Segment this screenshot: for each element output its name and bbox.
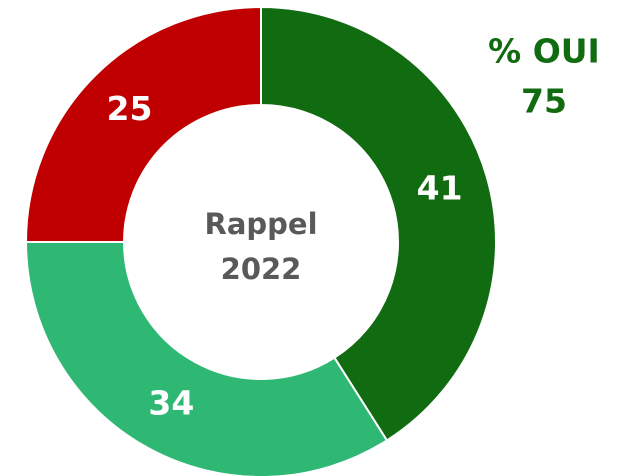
donut-segment xyxy=(260,5,497,442)
center-label: 2022 xyxy=(221,252,302,286)
annotation-value: 75 xyxy=(521,82,567,121)
data-label: 34 xyxy=(148,383,194,422)
data-label: 41 xyxy=(417,169,463,208)
donut-segment xyxy=(24,241,389,476)
donut-segment xyxy=(24,5,262,243)
center-label: Rappel xyxy=(204,207,317,241)
annotation-label: % OUI xyxy=(488,32,600,71)
data-label: 25 xyxy=(107,89,153,128)
